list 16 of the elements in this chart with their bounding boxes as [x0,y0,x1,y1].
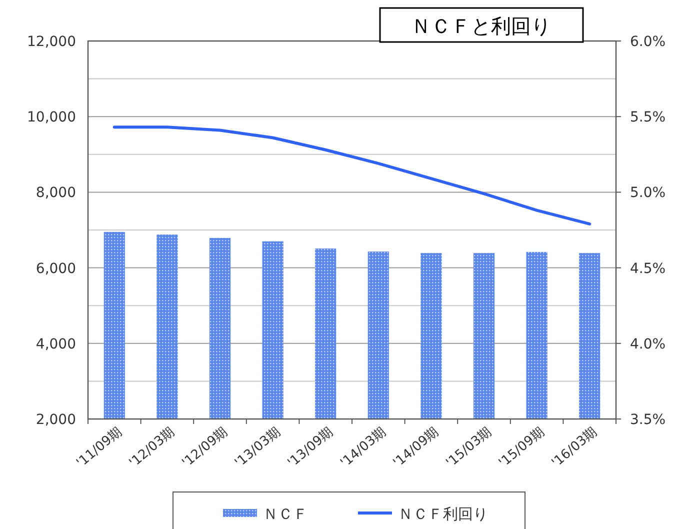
line-series [112,126,592,226]
y-tick-label: 8,000 [36,185,76,202]
y2-tick-label: 6.0% [630,34,666,50]
y-tick-label: 4,000 [36,336,76,352]
y2-tick-label: 5.5% [630,110,666,126]
y-tick-label: 12,000 [27,34,76,50]
y-tick-label: 2,000 [36,412,76,428]
legend-label: ＮＣＦ [263,505,308,523]
y-tick-label: 6,000 [36,260,76,277]
legend-label: ＮＣＦ利回り [398,505,488,523]
y2-tick-label: 4.5% [630,260,666,277]
chart-title: ＮＣＦと利回り [411,14,551,38]
y2-tick-label: 3.5% [630,412,666,428]
y2-tick-label: 5.0% [630,185,666,202]
y2-tick-label: 4.0% [630,336,666,352]
y-tick-label: 10,000 [27,110,76,126]
